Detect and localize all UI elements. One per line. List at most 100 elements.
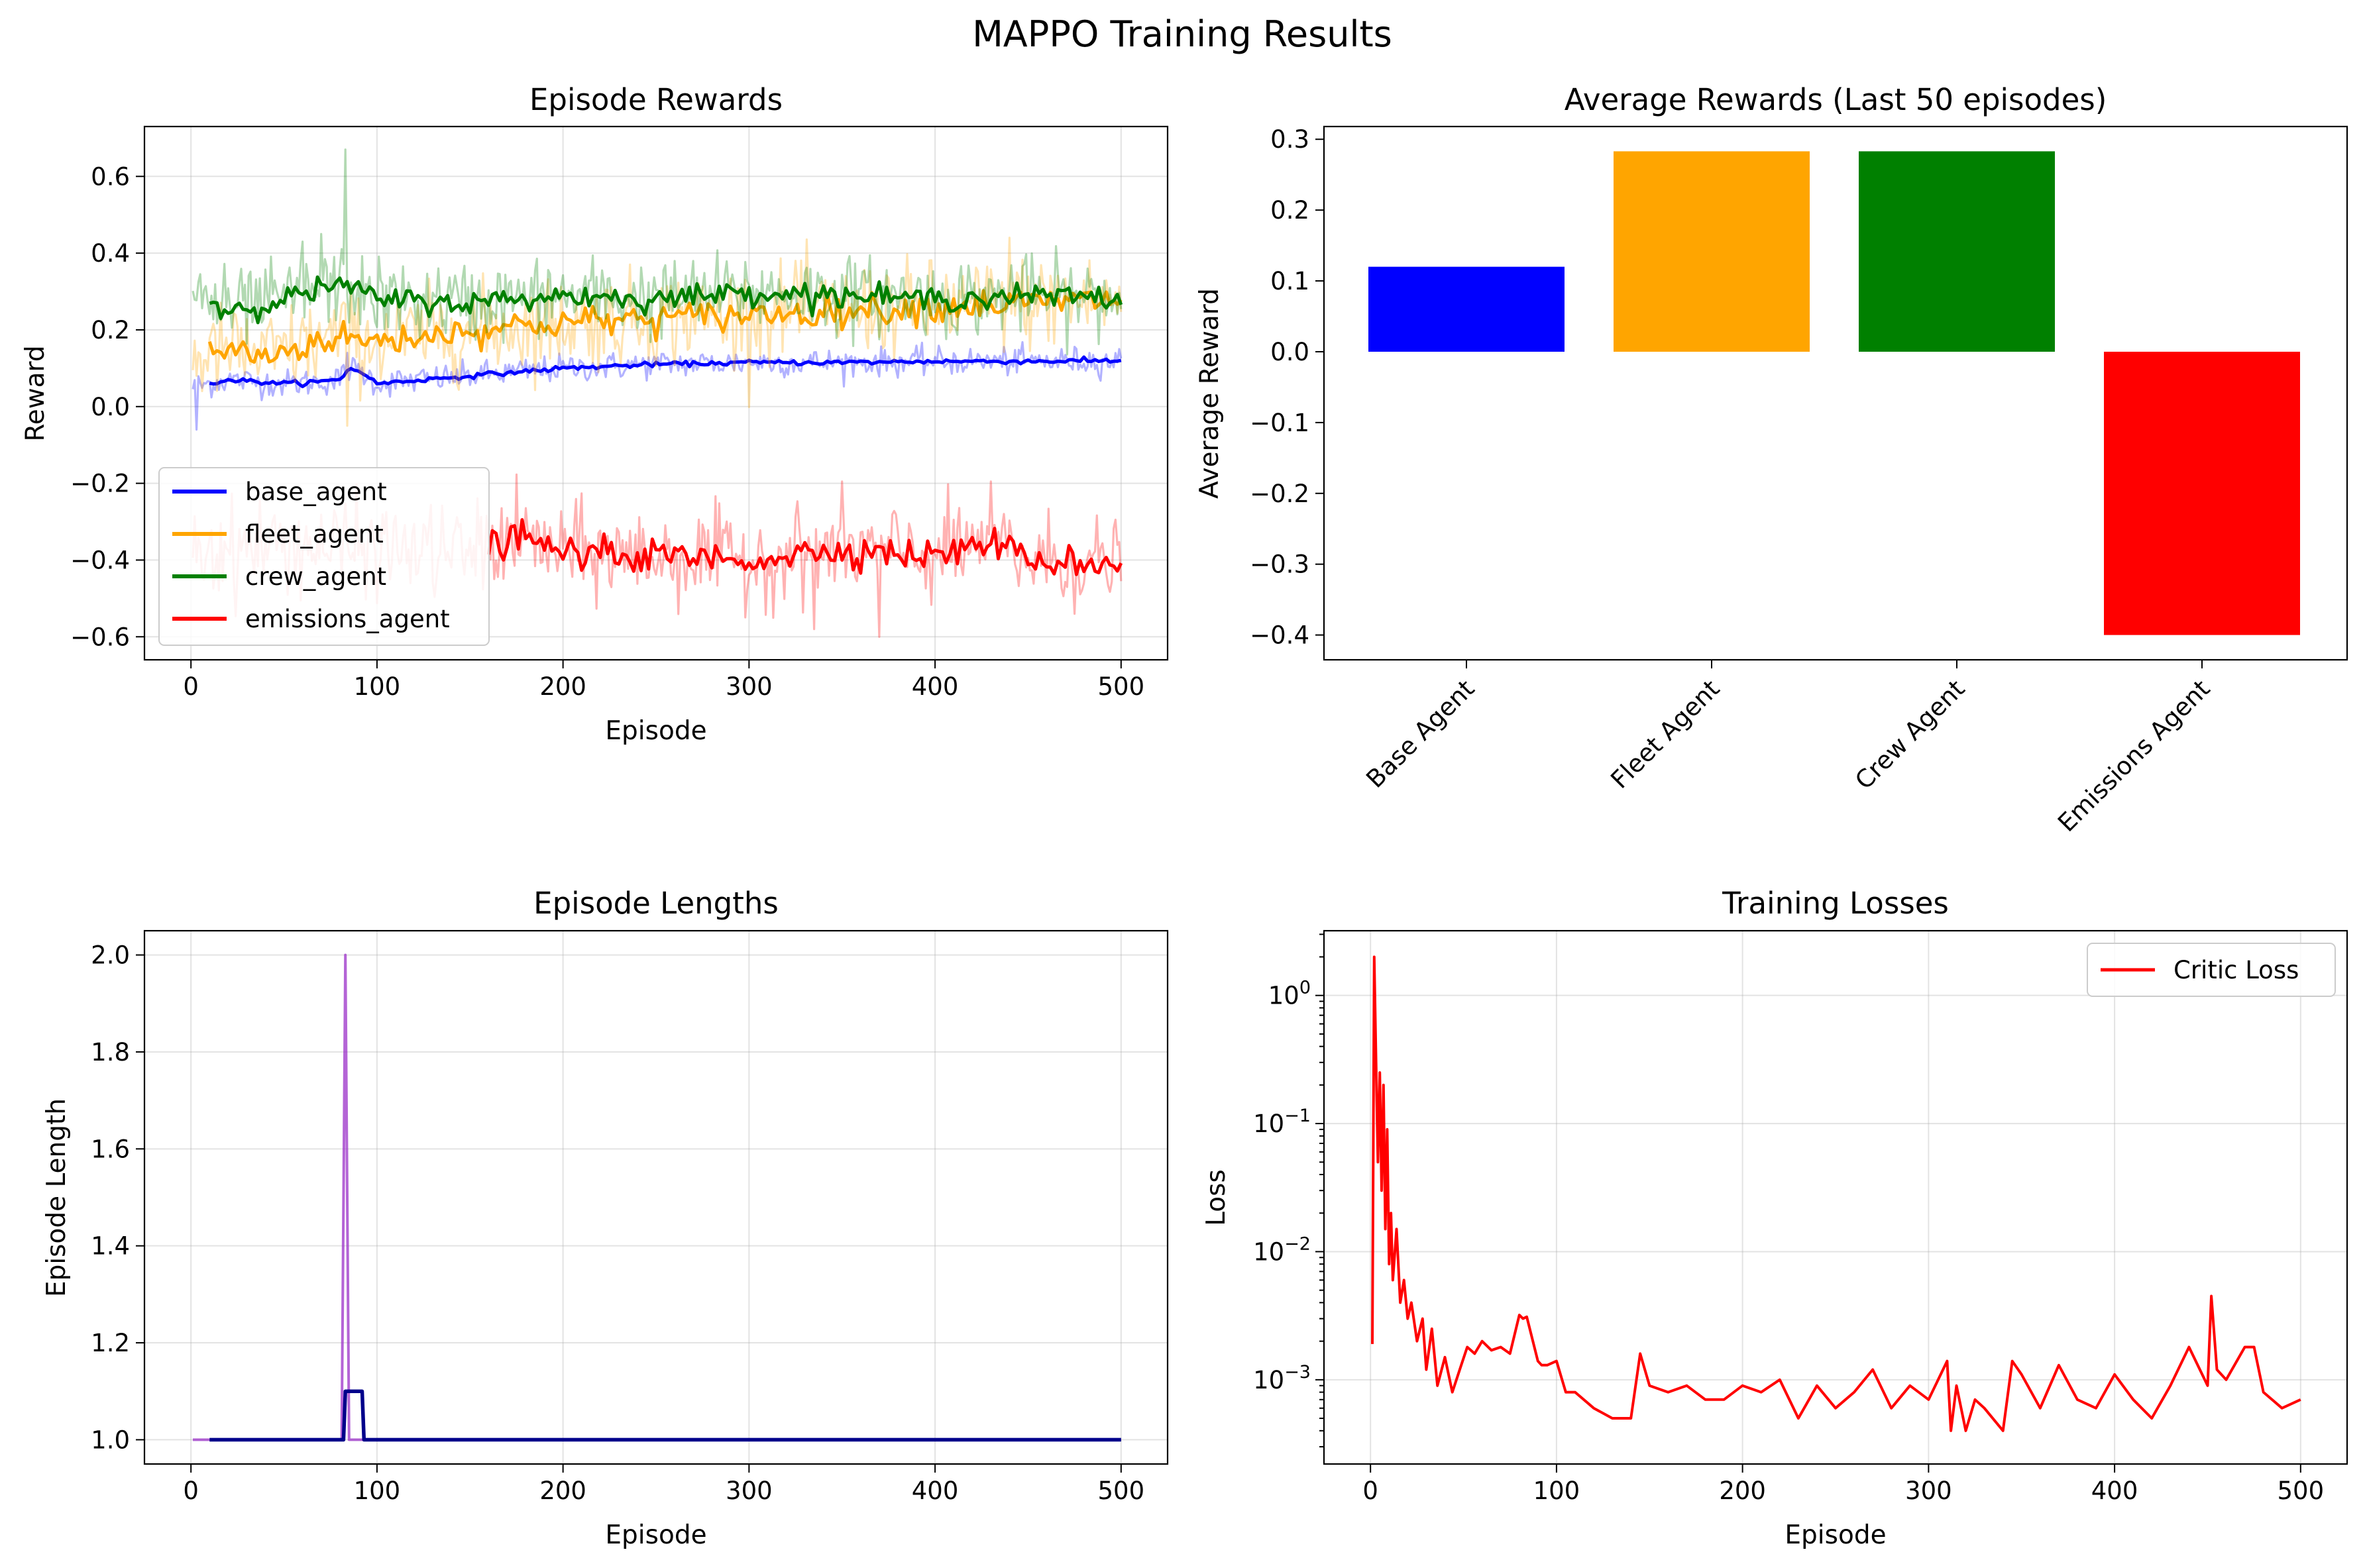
rewards-gridlines [144, 127, 1168, 660]
legend-label-fleet_agent: fleet_agent [245, 520, 384, 549]
rewards-xtick-label-1: 100 [354, 672, 401, 701]
rewards-legend-box [158, 467, 490, 646]
lengths-panel: Episode Lengths 0 100 200 300 400 500 1.0 1.2 1.… [42, 886, 1169, 1550]
lengths-xtick-label-5: 500 [1098, 1477, 1145, 1505]
bar-crew_agent [1859, 151, 2055, 352]
legend-label-crew_agent: crew_agent [245, 562, 386, 591]
base_agent-smoothed-line [209, 355, 1122, 388]
avg-rewards-frame [1323, 125, 2348, 661]
avg-rewards-bars [1368, 151, 2300, 635]
bar-fleet_agent [1614, 151, 1810, 352]
losses-xtick-label-5: 500 [2278, 1477, 2325, 1505]
avg-rewards-ytick-label-2: −0.2 [1250, 480, 1309, 508]
rewards-ytick-label-2: −0.2 [70, 470, 130, 498]
lengths-ytick-label-3: 1.6 [91, 1135, 130, 1163]
avg-rewards-ytick-label-5: 0.1 [1270, 267, 1309, 295]
lengths-gridlines [144, 931, 1168, 1464]
lengths-xtick-label-2: 200 [539, 1477, 586, 1505]
bar-base_agent [1368, 266, 1565, 352]
lengths-xtick-label-4: 400 [912, 1477, 959, 1505]
avg-rewards-ytick-label-6: 0.2 [1270, 196, 1309, 225]
losses-frame [1323, 929, 2348, 1465]
losses-xtick-label-2: 200 [1719, 1477, 1766, 1505]
rewards-xtick-label-5: 500 [1098, 672, 1145, 701]
lengths-xtick-label-0: 0 [183, 1477, 199, 1505]
lengths-ticks: 0 100 200 300 400 500 1.0 1.2 1.4 1.6 1.8 2.0 [91, 941, 1144, 1505]
emissions_agent-smoothed-line [486, 518, 1123, 576]
avg-rewards-ylabel: Average Reward [1195, 288, 1225, 499]
rewards-ytick-label-1: −0.4 [70, 546, 130, 574]
losses-xtick-label-4: 400 [2091, 1477, 2138, 1505]
lengths-ytick-label-5: 2.0 [91, 941, 130, 970]
rewards-ytick-label-4: 0.2 [91, 316, 130, 344]
avg-rewards-title: Average Rewards (Last 50 episodes) [1565, 82, 2107, 117]
lengths-ylabel: Episode Length [42, 1098, 72, 1297]
lengths-ytick-label-2: 1.4 [91, 1232, 130, 1261]
lengths-xtick-label-1: 100 [354, 1477, 401, 1505]
losses-ylabel: Loss [1201, 1169, 1231, 1226]
rewards-xtick-label-3: 300 [726, 672, 773, 701]
losses-series [1371, 955, 2301, 1432]
lengths-frame [143, 929, 1169, 1465]
rewards-xtick-label-0: 0 [183, 672, 199, 701]
rewards-xtick-label-2: 200 [539, 672, 586, 701]
rewards-ytick-label-3: 0.0 [91, 393, 130, 421]
bar-emissions_agent [2104, 351, 2300, 635]
losses-xtick-label-0: 0 [1362, 1477, 1378, 1505]
episode-length-smoothed-line [209, 1389, 1121, 1442]
lengths-ytick-label-4: 1.8 [91, 1038, 130, 1067]
losses-ytick-label-3: 100 [1268, 978, 1311, 1010]
fleet_agent-smoothed-line [207, 289, 1123, 364]
avg-rewards-ytick-label-7: 0.3 [1270, 125, 1309, 154]
episode-length-raw-line [193, 953, 1121, 1441]
legend-label-critic-loss: Critic Loss [2173, 956, 2299, 984]
rewards-ytick-label-0: −0.6 [70, 623, 130, 651]
avg-rewards-panel: Average Rewards (Last 50 episodes) −0.4 −… [1195, 82, 2348, 837]
losses-gridlines [1324, 931, 2347, 1464]
avg-rewards-ytick-label-1: −0.3 [1250, 550, 1309, 579]
losses-ticks: 0 100 200 300 400 500 10−3 10−2 10−1 100 [1253, 933, 2325, 1505]
crew_agent-smoothed-line [209, 275, 1123, 325]
lengths-title: Episode Lengths [533, 886, 779, 921]
rewards-ytick-label-5: 0.4 [91, 239, 130, 268]
rewards-frame [143, 125, 1169, 661]
rewards-series [192, 148, 1123, 638]
losses-ytick-label-2: 10−1 [1253, 1106, 1311, 1138]
avg-rewards-xtick-label-3: Emissions Agent [2052, 674, 2215, 837]
base_agent-raw-line [192, 340, 1123, 431]
rewards-xlabel: Episode [605, 716, 706, 746]
rewards-panel: Episode Rewards 0 100 200 300 400 500 −0.6 −0.4… [21, 82, 1169, 746]
avg-rewards-xtick-label-2: Crew Agent [1849, 674, 1970, 795]
rewards-ylabel: Reward [21, 345, 50, 441]
avg-rewards-ytick-label-4: 0.0 [1270, 338, 1309, 366]
avg-rewards-xtick-label-1: Fleet Agent [1605, 674, 1725, 794]
legend-label-emissions_agent: emissions_agent [245, 605, 450, 633]
lengths-ytick-label-1: 1.2 [91, 1329, 130, 1357]
rewards-ytick-label-6: 0.6 [91, 162, 130, 191]
legend-label-base_agent: base_agent [245, 478, 387, 506]
avg-rewards-ytick-label-0: −0.4 [1250, 621, 1309, 650]
crew_agent-raw-line [192, 148, 1123, 356]
lengths-xlabel: Episode [605, 1520, 706, 1550]
losses-legend: Critic Loss [2087, 943, 2336, 997]
avg-rewards-ytick-label-3: −0.1 [1250, 409, 1309, 437]
losses-xtick-label-1: 100 [1533, 1477, 1580, 1505]
losses-ytick-label-0: 10−3 [1253, 1362, 1311, 1394]
rewards-ticks: 0 100 200 300 400 500 −0.6 −0.4 −0.2 0.0 0.2 0.4 0.6 [70, 162, 1144, 701]
rewards-legend: base_agent fleet_agent crew_agent emissions… [158, 467, 490, 646]
losses-xtick-label-3: 300 [1905, 1477, 1952, 1505]
avg-rewards-xtick-label-0: Base Agent [1360, 674, 1480, 794]
lengths-ytick-label-0: 1.0 [91, 1426, 130, 1454]
losses-legend-box [2087, 943, 2336, 997]
lengths-xtick-label-3: 300 [726, 1477, 773, 1505]
rewards-title: Episode Rewards [529, 82, 783, 117]
losses-xlabel: Episode [1785, 1520, 1886, 1550]
lengths-series [193, 953, 1121, 1442]
losses-ytick-label-1: 10−2 [1253, 1233, 1311, 1266]
losses-title: Training Losses [1722, 886, 1949, 921]
critic-loss-line [1371, 955, 2301, 1432]
losses-panel: Training Losses 0 100 200 300 400 500 10−3 10−2… [1201, 886, 2348, 1550]
figure-title: MAPPO Training Results [972, 13, 1392, 55]
rewards-xtick-label-4: 400 [912, 672, 959, 701]
